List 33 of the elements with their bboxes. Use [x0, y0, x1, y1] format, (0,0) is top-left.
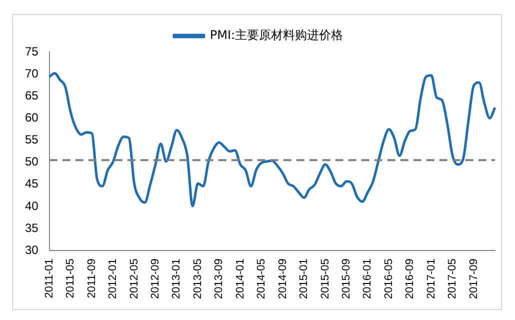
x-tick-label: 2014-01: [234, 258, 246, 300]
x-tick-label: 2013-05: [192, 258, 204, 300]
x-tick-label: 2016-01: [362, 258, 374, 300]
x-tick-label: 2012-09: [149, 258, 162, 300]
x-tick-label: 2016-09: [404, 258, 416, 300]
line-series: [48, 72, 496, 208]
y-tick-label: 45: [24, 176, 39, 191]
y-tick-label: 30: [24, 242, 39, 257]
x-tick-label: 2011-05: [64, 258, 77, 298]
y-tick-label: 50: [24, 154, 39, 169]
x-tick-label: 2015-05: [319, 258, 332, 300]
legend-label: PMI:主要原材料购进价格: [210, 28, 344, 42]
x-tick-label: 2011-01: [43, 258, 56, 298]
y-tick-label: 35: [24, 220, 39, 235]
x-tick-label: 2017-01: [425, 258, 438, 300]
x-tick-label: 2016-05: [382, 258, 395, 300]
x-tick-label: 2011-09: [86, 258, 98, 298]
x-tick-label: 2015-01: [298, 258, 310, 300]
x-tick-label: 2012-01: [107, 258, 120, 300]
x-tick-label: 2015-09: [340, 258, 352, 300]
x-tick-label: 2014-05: [256, 258, 268, 300]
x-tick-label: 2017-09: [468, 258, 480, 300]
y-tick-label: 55: [24, 132, 39, 147]
y-tick-label: 60: [24, 110, 39, 125]
x-tick-label: 2013-09: [213, 258, 226, 300]
y-tick-label: 65: [24, 88, 39, 102]
y-tick-label: 70: [24, 66, 39, 80]
x-tick-label: 2017-05: [446, 258, 459, 300]
y-tick-label: 75: [24, 44, 39, 58]
x-tick-label: 2012-05: [128, 258, 140, 300]
x-tick-label: 2014-09: [276, 258, 289, 300]
x-tick-label: 2013-01: [170, 258, 183, 300]
y-tick-label: 40: [24, 198, 39, 213]
